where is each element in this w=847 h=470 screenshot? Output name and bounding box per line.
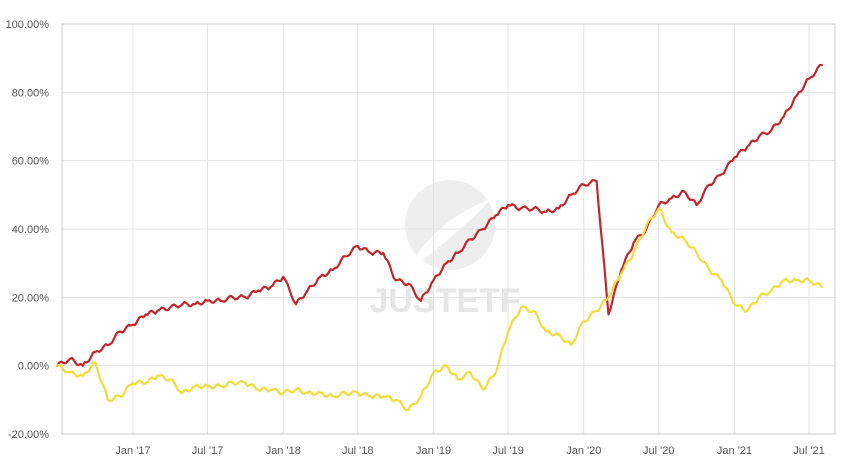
y-tick-label: 60.00% [12, 156, 50, 168]
series-line-1 [56, 63, 823, 367]
watermark-leaf-icon [412, 198, 492, 264]
y-tick-label: 0.00% [18, 361, 49, 373]
x-tick-label: Jul '20 [643, 445, 674, 457]
x-axis-labels: Jan '17 Jul '17 Jan '18 Jul '18 Jan '19 Jul '… [115, 445, 824, 457]
y-axis-labels: -20.00% 0.00% 20.00% 40.00% 60.00% 80.00% 100.… [6, 19, 50, 441]
y-tick-label: 40.00% [12, 224, 50, 236]
y-tick-label: 80.00% [12, 87, 50, 99]
plot-frame [61, 23, 836, 435]
x-tick-label: Jul '19 [492, 445, 523, 457]
grid [61, 23, 836, 435]
y-tick-label: -20.00% [8, 429, 49, 441]
y-tick-label: 100.00% [6, 19, 50, 31]
x-tick-label: Jan '21 [717, 445, 752, 457]
watermark: JUSTETF [369, 180, 521, 320]
series-line-2 [56, 207, 823, 412]
x-tick-label: Jan '18 [266, 445, 301, 457]
x-tick-label: Jan '17 [115, 445, 150, 457]
x-tick-label: Jul '17 [192, 445, 223, 457]
x-tick-label: Jan '20 [566, 445, 601, 457]
x-tick-label: Jul '18 [342, 445, 373, 457]
series-lines [56, 63, 823, 412]
watermark-text: JUSTETF [369, 282, 520, 320]
x-tick-label: Jan '19 [416, 445, 451, 457]
x-tick-label: Jul '21 [793, 445, 824, 457]
y-tick-label: 20.00% [12, 292, 50, 304]
